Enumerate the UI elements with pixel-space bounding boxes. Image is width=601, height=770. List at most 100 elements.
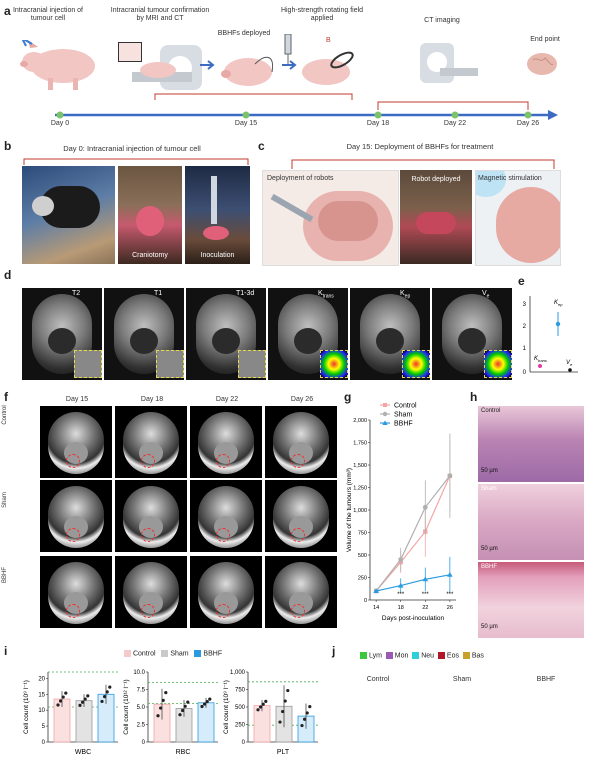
rotating-field-illustration: B xyxy=(302,37,354,85)
e-tick: 3 xyxy=(523,302,527,308)
mri-machine-illustration xyxy=(132,45,202,90)
legend-swatch-eos xyxy=(437,652,445,659)
mri-label: Ktrans xyxy=(318,290,334,300)
y-tick-label: 250 xyxy=(358,576,367,582)
histology-sham: Sham 50 µm xyxy=(478,484,584,560)
panel-label-a: a xyxy=(4,4,11,18)
data-dot xyxy=(161,698,165,702)
pig-head-illustration xyxy=(221,56,274,86)
panel-c-title: Day 15: Deployment of BBHFs for treatmen… xyxy=(346,142,494,151)
legend-mon: Mon xyxy=(394,652,409,660)
data-dot xyxy=(286,688,290,693)
deployment-robots-label: Deployment of robots xyxy=(267,175,334,182)
y-tick-label: 10.0 xyxy=(133,670,145,676)
histology-label: BBHF xyxy=(481,564,498,570)
f-row-bbhf: BBHF xyxy=(2,567,8,584)
brain-inset xyxy=(118,42,142,62)
data-dot xyxy=(64,691,68,695)
data-dot xyxy=(183,704,187,708)
scale-bar-label: 50 µm xyxy=(481,624,498,630)
ct-image xyxy=(115,480,187,552)
ct-image xyxy=(40,480,112,552)
e-tick: 0 xyxy=(523,370,527,376)
scale-bar-label: 50 µm xyxy=(481,468,498,474)
legend-swatch-bbhf xyxy=(194,650,202,657)
mri-image xyxy=(104,288,184,380)
histology-control: Control 50 µm xyxy=(478,406,584,482)
y-tick-label: 1,000 xyxy=(230,670,246,676)
panel-label-j: j xyxy=(332,644,336,658)
data-dot xyxy=(259,705,263,709)
ct-scanner-illustration xyxy=(420,43,478,83)
kep-point xyxy=(555,321,561,327)
syringe-icon xyxy=(284,34,292,64)
legend-sham: Sham xyxy=(170,650,189,658)
data-dot xyxy=(81,700,85,704)
legend-swatch-bas xyxy=(462,652,470,659)
data-dot xyxy=(59,699,63,703)
x-tick-label: 14 xyxy=(373,605,379,611)
chart-name: RBC xyxy=(176,749,191,756)
legend-swatch-mon xyxy=(385,652,393,659)
data-point xyxy=(447,572,453,577)
y-axis-label: Cell count (10¹² l⁻¹) xyxy=(123,679,130,734)
data-dot xyxy=(256,708,260,712)
panel-label-f: f xyxy=(4,390,8,404)
y-tick-label: 500 xyxy=(358,553,367,559)
day-15-label: Day 15 xyxy=(234,120,258,127)
panel-e-chart: 3 2 1 0 Kep Ktrans Ve xyxy=(523,296,578,376)
e-label-ktrans: Ktrans xyxy=(534,356,547,363)
day-22-label: Day 22 xyxy=(443,120,467,127)
robot-deployed-label: Robot deployed xyxy=(411,176,461,183)
y-tick-label: 5.0 xyxy=(137,705,146,711)
ct-image xyxy=(265,480,337,552)
step-3-label: BBHFs deployed xyxy=(217,30,271,37)
ct-image xyxy=(40,406,112,478)
y-axis-label: Cell count (10⁹ l⁻¹) xyxy=(223,680,230,734)
mri-label: Ve xyxy=(482,290,490,300)
legend-swatch-neu xyxy=(412,652,420,659)
f-row-sham: Sham xyxy=(2,492,8,508)
legend-eos: Eos xyxy=(446,652,459,660)
data-dot xyxy=(261,702,265,706)
panel-label-c: c xyxy=(258,139,265,153)
panel-label-h: h xyxy=(470,390,478,404)
f-day-label: Day 15 xyxy=(65,396,89,403)
panel-c-bracket xyxy=(291,159,555,169)
data-point xyxy=(447,473,453,479)
y-tick-label: 20 xyxy=(38,676,45,682)
y-tick-label: 7.5 xyxy=(137,688,146,694)
legend-marker xyxy=(382,411,388,417)
legend-bbhf: BBHF xyxy=(203,650,223,658)
data-dot xyxy=(108,685,112,689)
e-tick: 1 xyxy=(523,346,527,352)
data-dot xyxy=(205,699,209,704)
legend-label: Sham xyxy=(394,412,412,419)
e-label-kep: Kep xyxy=(554,300,563,307)
legend-swatch-sham xyxy=(161,650,169,657)
plt-chart: 0 250 500 750 1,000 PLT Cell count (10⁹ l⁻¹) xyxy=(223,670,318,756)
significance-mark: *** xyxy=(397,592,405,598)
legend-lym: Lym xyxy=(368,652,382,660)
data-dot xyxy=(78,703,82,708)
series-line-control xyxy=(375,475,451,592)
y-tick-label: 1,000 xyxy=(353,508,367,514)
y-tick-label: 1,250 xyxy=(353,486,367,492)
data-dot xyxy=(308,705,312,709)
y-tick-label: 500 xyxy=(235,705,246,711)
mri-image xyxy=(350,288,430,380)
y-tick-label: 5 xyxy=(42,724,46,730)
data-dot xyxy=(83,697,87,701)
step-4-label: High-strength rotating field applied xyxy=(280,7,364,22)
data-dot xyxy=(103,695,107,699)
legend-i: Control Sham BBHF xyxy=(124,650,222,657)
ve-point xyxy=(568,368,572,372)
arrow-icon xyxy=(200,60,215,70)
ct-image xyxy=(190,406,262,478)
panel-label-e: e xyxy=(518,274,525,288)
y-tick-label: 0 xyxy=(364,598,367,604)
series-line-sham xyxy=(375,475,451,592)
y-axis-label: Cell count (10⁹ l⁻¹) xyxy=(23,680,30,734)
y-tick-label: 250 xyxy=(235,723,246,729)
data-point xyxy=(397,582,404,588)
